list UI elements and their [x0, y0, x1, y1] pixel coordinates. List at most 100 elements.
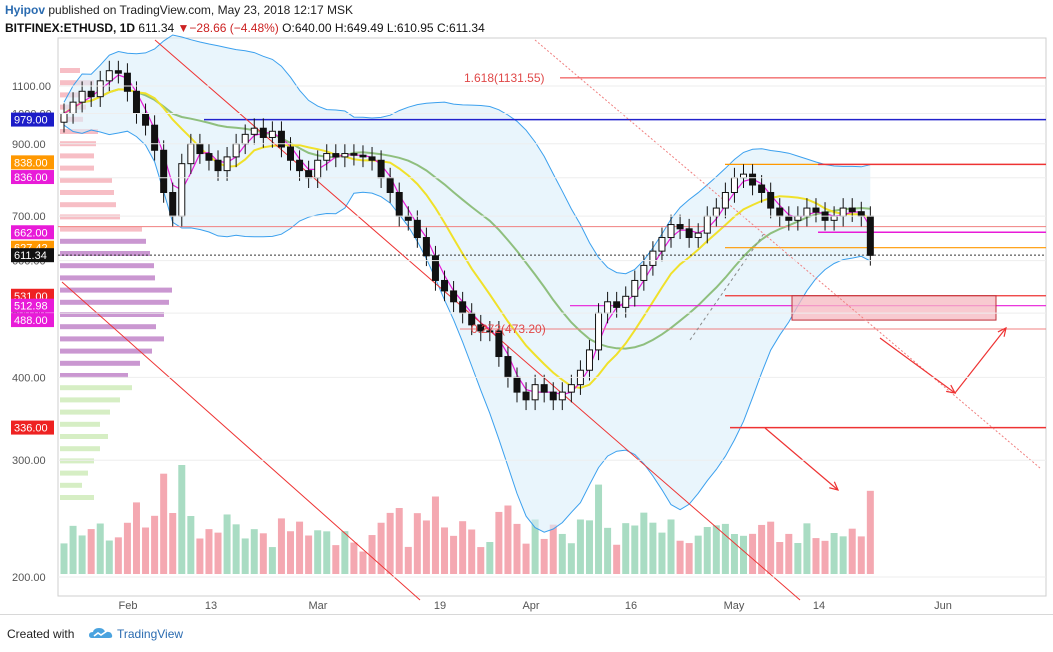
price-tag-label: 836.00: [14, 172, 48, 184]
volume-bar: [413, 513, 421, 574]
volume-profile-bar: [60, 238, 146, 244]
candle-body: [386, 177, 394, 193]
volume-bar: [259, 533, 267, 574]
volume-bar: [268, 547, 276, 574]
volume-profile-bar: [60, 458, 94, 464]
candle-body: [477, 324, 485, 332]
volume-bar: [404, 546, 412, 574]
candle-body: [314, 159, 322, 179]
candle-body: [287, 146, 294, 161]
price-tag-box: [11, 112, 54, 127]
volume-bar: [395, 508, 403, 574]
time-tick-label: Apr: [522, 600, 539, 612]
candle-body: [613, 301, 621, 308]
price-tag-box: [11, 170, 54, 185]
volume-bar: [459, 521, 467, 574]
candle-body: [395, 191, 403, 217]
candle-body: [694, 232, 702, 239]
candle-body: [332, 153, 340, 158]
bollinger-fill: [64, 35, 871, 533]
candle-body: [169, 191, 177, 217]
candle-body: [740, 173, 747, 179]
candle-body: [441, 279, 449, 292]
time-tick-label: 14: [813, 600, 825, 612]
bollinger-lower: [63, 124, 871, 533]
volume-bar: [839, 536, 847, 574]
volume-profile-bar: [60, 373, 128, 378]
price-tag-label: 512.98: [14, 301, 48, 313]
volume-bar: [69, 525, 77, 574]
price-tick-label: 900.00: [12, 139, 46, 151]
candle-body: [866, 215, 874, 256]
price-tick-label: 300.00: [12, 455, 46, 467]
candle-body: [69, 101, 77, 114]
volume-bar: [549, 524, 557, 574]
volume-bar: [96, 523, 104, 574]
time-axis: Feb 13 Mar 19 Apr 16 May 14 Jun: [119, 600, 952, 612]
candle-body: [658, 237, 666, 252]
volume-profile-bar: [60, 165, 94, 171]
volume-bar: [205, 529, 213, 574]
volume-bar: [341, 531, 349, 574]
volume-bar: [232, 524, 240, 574]
candle-body: [450, 290, 458, 303]
arrow-rebound-up-head: [997, 326, 1007, 337]
candle-body: [277, 130, 285, 148]
candle-body: [857, 211, 865, 217]
price-tag-box: [11, 225, 54, 240]
candle-body: [368, 156, 376, 161]
volume-bar: [622, 523, 630, 574]
ohlc-values: O:640.00 H:649.49 L:610.95 C:611.34: [282, 21, 485, 35]
volume-bar: [712, 525, 720, 574]
volume-bar: [277, 518, 285, 574]
time-tick-label: May: [724, 600, 745, 612]
candle-body: [268, 130, 276, 138]
candle-body: [60, 112, 68, 123]
volume-bar: [323, 531, 331, 574]
volume-profile-bar: [60, 275, 155, 281]
candle-body: [160, 149, 168, 193]
time-tick-label: Jun: [934, 600, 952, 612]
candle-body: [640, 264, 648, 281]
candle-body: [848, 207, 856, 213]
volume-bar: [495, 511, 503, 574]
price-chart[interactable]: 1100.001000.00900.00800.00700.00600.0050…: [0, 0, 1053, 614]
candle-body: [595, 312, 603, 351]
volume-bar: [386, 512, 394, 574]
volume-bar: [785, 533, 793, 574]
candle-body: [413, 219, 421, 239]
price-tag-label: 611.34: [14, 250, 47, 262]
candle-body: [132, 90, 140, 114]
candle-body: [178, 163, 186, 217]
candle-body: [205, 153, 213, 161]
volume-bar: [604, 527, 612, 574]
tradingview-brand[interactable]: TradingView: [117, 627, 184, 641]
candle-body: [758, 184, 766, 193]
volume-profile-bar: [60, 263, 154, 269]
candle-body: [667, 224, 675, 239]
volume-bar: [803, 523, 811, 574]
volume-bar: [857, 536, 865, 574]
candle-body: [105, 70, 113, 82]
candle-body: [486, 330, 494, 333]
volume-profile-bar: [60, 495, 94, 500]
candle-body: [350, 153, 358, 156]
volume-profile-bar: [60, 446, 100, 452]
volume-bar: [830, 533, 838, 574]
volume-bar: [848, 528, 856, 574]
price-tag-box: [11, 313, 54, 328]
author-name[interactable]: Hyipov: [5, 3, 46, 17]
volume-bar: [776, 542, 784, 574]
trendline-lower: [61, 281, 421, 601]
volume-bar: [450, 535, 458, 574]
volume-bar: [640, 512, 648, 574]
price-tag-box: [11, 248, 54, 263]
time-tick-label: 19: [434, 600, 446, 612]
volume-bar: [758, 524, 766, 574]
price-tag-label: 838.00: [14, 157, 48, 169]
volume-profile-bar: [60, 348, 152, 354]
volume-profile-bar: [60, 397, 120, 403]
arrow-down-to-zone: [879, 337, 956, 394]
candle-body: [749, 173, 757, 186]
candle-body: [259, 127, 267, 138]
